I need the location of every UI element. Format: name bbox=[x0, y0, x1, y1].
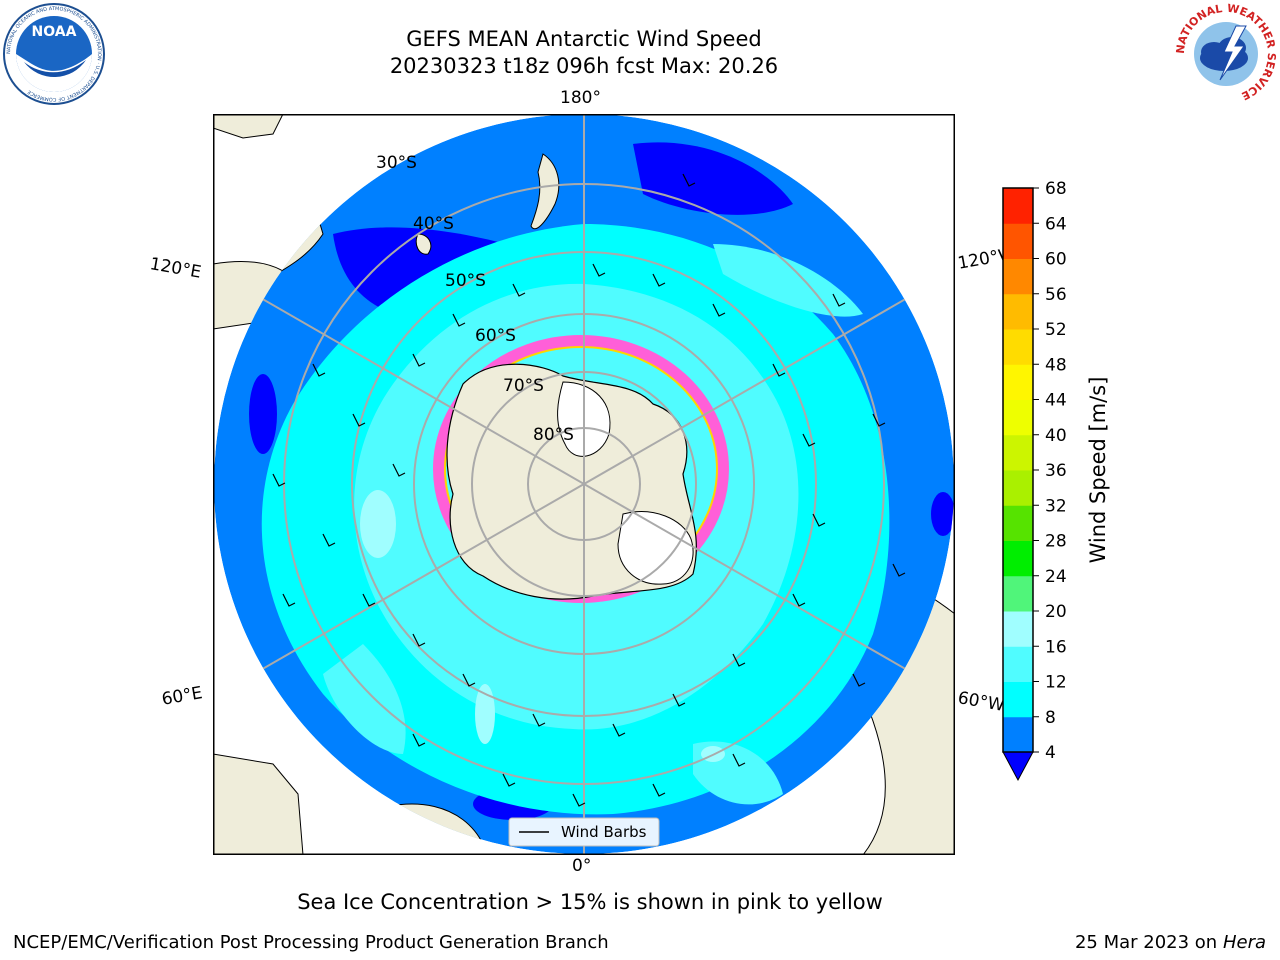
colorbar-band bbox=[1003, 540, 1033, 577]
colorbar-band bbox=[1003, 646, 1033, 682]
lat-label-40s: 40°S bbox=[413, 214, 454, 234]
colorbar-band bbox=[1003, 505, 1033, 541]
colorbar-band bbox=[1003, 434, 1033, 471]
sea-ice-note: Sea Ice Concentration > 15% is shown in … bbox=[297, 890, 883, 914]
map-title: GEFS MEAN Antarctic Wind Speed bbox=[406, 27, 762, 51]
colorbar-under-triangle bbox=[1002, 751, 1034, 782]
lat-label-50s: 50°S bbox=[445, 271, 486, 291]
map-subtitle: 20230323 t18z 096h fcst Max: 20.26 bbox=[389, 54, 779, 78]
colorbar-band bbox=[1003, 258, 1033, 295]
colorbar-band bbox=[1003, 716, 1033, 753]
footer-machine: Hera bbox=[1222, 932, 1266, 953]
lat-label-70s: 70°S bbox=[503, 376, 544, 396]
lon-label-60e: 60°E bbox=[160, 683, 204, 710]
colorbar-band bbox=[1003, 470, 1033, 506]
colorbar-tick-label: 36 bbox=[1045, 461, 1067, 481]
colorbar-bands bbox=[1003, 188, 1033, 753]
footer-date-text: 25 Mar 2023 on bbox=[1074, 932, 1218, 953]
colorbar-band bbox=[1003, 188, 1033, 224]
footer-date: 25 Mar 2023 on Hera bbox=[1075, 932, 1266, 953]
colorbar-tick-label: 40 bbox=[1045, 426, 1067, 446]
colorbar-tick-label: 32 bbox=[1045, 496, 1067, 516]
colorbar-band bbox=[1003, 364, 1033, 400]
colorbar-tick-label: 28 bbox=[1045, 532, 1067, 552]
colorbar-tick-label: 64 bbox=[1045, 214, 1067, 234]
colorbar-tick-label: 68 bbox=[1045, 180, 1067, 199]
colorbar-band bbox=[1003, 611, 1033, 647]
nws-logo-icon: NATIONAL WEATHER SERVICE bbox=[1174, 2, 1278, 104]
noaa-logo-text: NOAA bbox=[32, 24, 77, 40]
footer-credit: NCEP/EMC/Verification Post Processing Pr… bbox=[13, 932, 609, 953]
colorbar-band bbox=[1003, 223, 1033, 259]
colorbar-tick-label: 44 bbox=[1045, 391, 1067, 411]
lon-label-0: 0° bbox=[572, 856, 592, 876]
colorbar-label: Wind Speed [m/s] bbox=[1086, 377, 1110, 564]
lat-label-30s: 30°S bbox=[376, 153, 417, 173]
colorbar-tick-label: 20 bbox=[1045, 602, 1067, 622]
antarctic-wind-map: 30°S 40°S 50°S 60°S 70°S 80°S Wind Barbs bbox=[213, 114, 955, 855]
map-frame bbox=[213, 114, 955, 855]
colorbar-band bbox=[1003, 681, 1033, 718]
colorbar-tick-label: 12 bbox=[1045, 673, 1067, 693]
colorbar-tick-label: 48 bbox=[1045, 355, 1067, 375]
colorbar-tick-label: 4 bbox=[1045, 743, 1056, 763]
colorbar-band bbox=[1003, 575, 1033, 612]
lon-label-120e: 120°E bbox=[148, 254, 203, 283]
lat-label-80s: 80°S bbox=[533, 425, 574, 445]
colorbar-band bbox=[1003, 293, 1033, 330]
wind-barbs bbox=[272, 173, 906, 807]
colorbar-band bbox=[1003, 399, 1033, 436]
colorbar-tick-label: 24 bbox=[1045, 567, 1067, 587]
lon-label-180: 180° bbox=[560, 88, 601, 108]
noaa-logo-icon: NOAA NATIONAL OCEANIC AND ATMOSPHERIC AD… bbox=[3, 3, 105, 105]
lat-label-60s: 60°S bbox=[475, 326, 516, 346]
colorbar-tick-label: 52 bbox=[1045, 320, 1067, 340]
colorbar-tick-label: 8 bbox=[1045, 708, 1056, 728]
colorbar-tick-label: 56 bbox=[1045, 285, 1067, 305]
colorbar-tick-label: 16 bbox=[1045, 637, 1067, 657]
meridians bbox=[214, 114, 954, 854]
colorbar-tick-label: 60 bbox=[1045, 250, 1067, 270]
legend-label: Wind Barbs bbox=[561, 823, 647, 841]
map-legend: Wind Barbs bbox=[508, 817, 660, 847]
colorbar-band bbox=[1003, 329, 1033, 365]
